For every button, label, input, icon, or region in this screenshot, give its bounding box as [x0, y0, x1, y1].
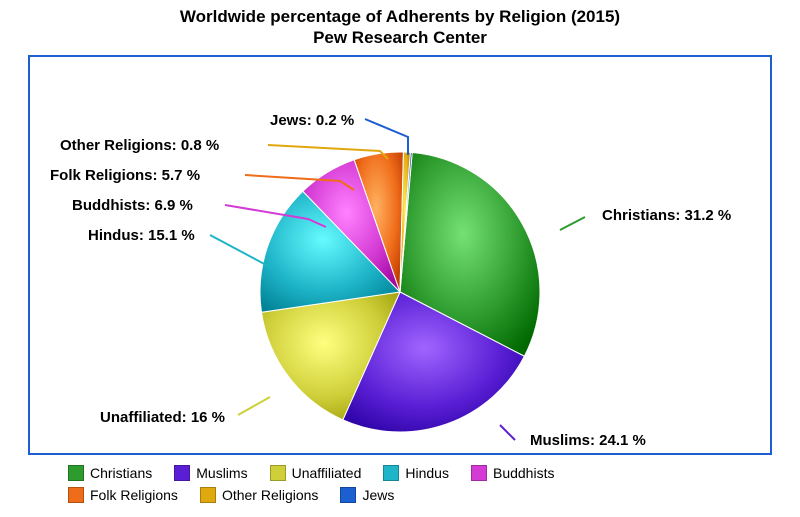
- legend-swatch: [383, 465, 399, 481]
- legend-swatch: [200, 487, 216, 503]
- legend-label: Muslims: [196, 465, 247, 481]
- legend-label: Other Religions: [222, 487, 319, 503]
- legend-label: Jews: [362, 487, 394, 503]
- slice-label-other-religions: Other Religions: 0.8 %: [60, 137, 219, 154]
- legend-item-hindus: Hindus: [383, 465, 449, 481]
- chart-title-line2: Pew Research Center: [0, 27, 800, 48]
- slice-label-buddhists: Buddhists: 6.9 %: [72, 197, 193, 214]
- legend-swatch: [174, 465, 190, 481]
- chart-title-line1: Worldwide percentage of Adherents by Rel…: [0, 6, 800, 27]
- legend-item-folk-religions: Folk Religions: [68, 487, 178, 503]
- chart-title-block: Worldwide percentage of Adherents by Rel…: [0, 0, 800, 49]
- legend-item-jews: Jews: [340, 487, 394, 503]
- legend-swatch: [68, 465, 84, 481]
- legend-item-unaffiliated: Unaffiliated: [270, 465, 362, 481]
- legend-item-christians: Christians: [68, 465, 152, 481]
- legend-swatch: [471, 465, 487, 481]
- legend-label: Unaffiliated: [292, 465, 362, 481]
- legend-swatch: [270, 465, 286, 481]
- slice-label-folk-religions: Folk Religions: 5.7 %: [50, 167, 200, 184]
- pie-chart: [30, 57, 770, 453]
- legend-label: Buddhists: [493, 465, 554, 481]
- legend-label: Hindus: [405, 465, 449, 481]
- legend-swatch: [340, 487, 356, 503]
- slice-label-unaffiliated: Unaffiliated: 16 %: [100, 409, 225, 426]
- legend-item-buddhists: Buddhists: [471, 465, 554, 481]
- slice-label-jews: Jews: 0.2 %: [270, 112, 354, 129]
- legend-swatch: [68, 487, 84, 503]
- legend-item-other-religions: Other Religions: [200, 487, 319, 503]
- slice-label-christians: Christians: 31.2 %: [602, 207, 731, 224]
- slice-label-muslims: Muslims: 24.1 %: [530, 432, 646, 449]
- legend-label: Folk Religions: [90, 487, 178, 503]
- slice-label-hindus: Hindus: 15.1 %: [88, 227, 195, 244]
- legend-label: Christians: [90, 465, 152, 481]
- chart-frame: Christians: 31.2 % Muslims: 24.1 % Unaffil…: [28, 55, 772, 455]
- legend: Christians Muslims Unaffiliated Hindus Buddh…: [28, 465, 772, 503]
- legend-item-muslims: Muslims: [174, 465, 247, 481]
